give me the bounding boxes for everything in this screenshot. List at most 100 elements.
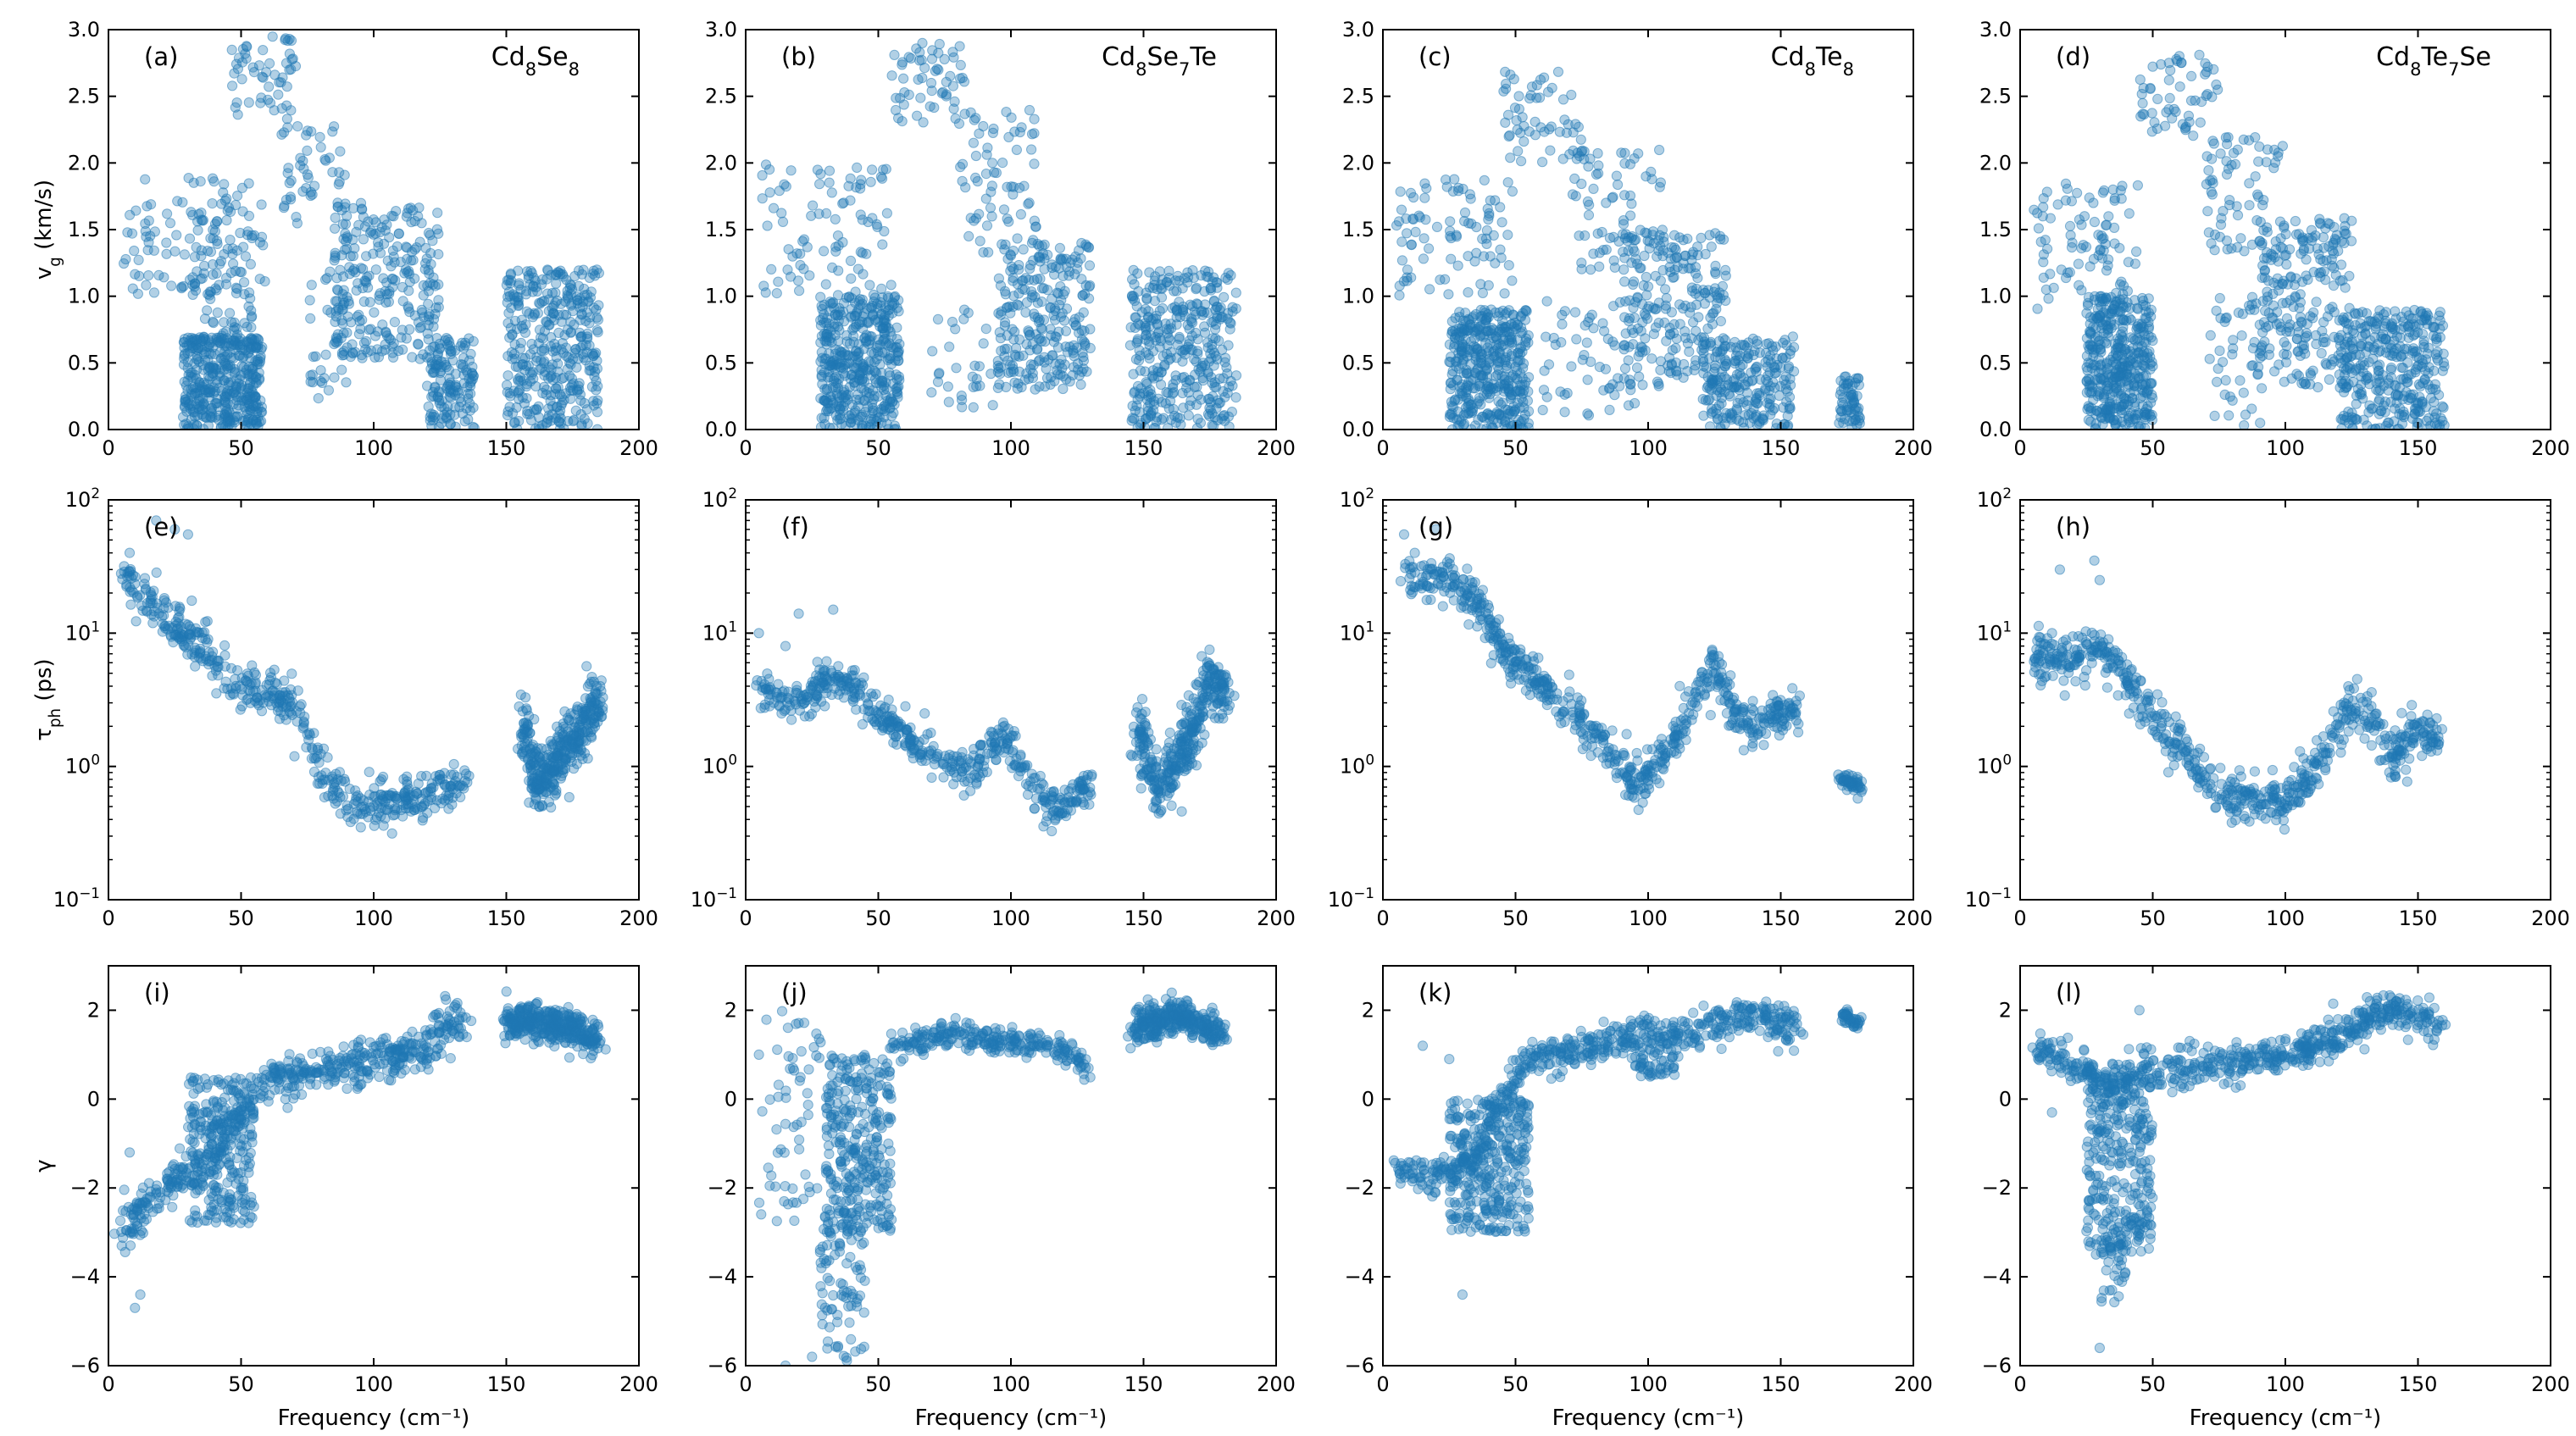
data-point: [887, 378, 899, 389]
data-point: [819, 395, 830, 406]
data-point: [273, 89, 284, 100]
data-point: [1224, 381, 1235, 392]
data-point: [891, 342, 902, 353]
data-point: [1161, 277, 1172, 288]
data-point: [1559, 389, 1570, 400]
data-point: [874, 359, 886, 370]
data-point: [2102, 260, 2113, 271]
data-point: [1583, 161, 1594, 172]
data-point: [1710, 267, 1721, 278]
data-point: [211, 268, 222, 279]
data-point: [181, 406, 192, 417]
data-point: [2146, 126, 2157, 137]
data-point: [2117, 180, 2128, 191]
data-point: [1653, 297, 1664, 308]
data-point: [2250, 132, 2261, 143]
data-point: [1447, 186, 1459, 197]
data-point: [221, 273, 232, 284]
data-point: [1018, 244, 1029, 255]
data-point: [974, 236, 985, 247]
data-point: [1031, 344, 1043, 355]
data-point: [1126, 291, 1138, 302]
data-point: [1054, 242, 1066, 253]
data-point: [122, 227, 133, 238]
data-point: [1601, 197, 1612, 208]
data-point: [158, 272, 169, 283]
data-point: [1483, 325, 1494, 336]
data-point: [1840, 371, 1852, 382]
data-point: [985, 369, 997, 380]
data-point: [2105, 399, 2116, 410]
data-point: [1660, 284, 1671, 295]
data-point: [1024, 104, 1035, 116]
data-point: [2137, 97, 2148, 109]
data-point: [425, 230, 436, 241]
data-point: [932, 376, 944, 387]
data-point: [1598, 245, 1609, 256]
data-point: [2209, 410, 2220, 421]
data-point: [884, 367, 895, 378]
data-point: [1163, 354, 1174, 365]
data-point: [1710, 228, 1721, 239]
data-point: [227, 243, 238, 254]
data-point: [994, 379, 1005, 390]
data-point: [356, 350, 367, 361]
data-point: [571, 362, 582, 373]
data-point: [857, 247, 868, 258]
data-point: [1205, 348, 1216, 359]
data-point: [830, 213, 841, 225]
data-point: [916, 54, 927, 65]
data-point: [247, 62, 258, 73]
data-point: [1752, 397, 1763, 408]
data-point: [1846, 407, 1857, 418]
data-point: [843, 180, 854, 191]
data-point: [212, 238, 223, 249]
x-tick-label: 100: [991, 436, 1030, 460]
data-point: [142, 201, 153, 212]
data-point: [1127, 401, 1138, 412]
data-point: [204, 286, 215, 297]
data-point: [1763, 354, 1774, 365]
data-point: [1191, 423, 1202, 430]
data-point: [2244, 200, 2255, 211]
data-point: [208, 176, 219, 187]
data-point: [824, 165, 836, 176]
y-tick-label: 2.0: [68, 151, 100, 175]
data-point: [551, 278, 562, 289]
data-point: [231, 395, 242, 406]
data-point: [2038, 202, 2049, 213]
data-point: [1716, 366, 1728, 377]
data-point: [1016, 381, 1027, 393]
data-point: [389, 317, 400, 328]
data-point: [432, 208, 443, 219]
data-point: [130, 269, 141, 280]
data-point: [1550, 339, 1561, 350]
y-tick-label: 1.5: [68, 218, 100, 241]
y-tick-label: 1.5: [1342, 218, 1374, 241]
data-point: [255, 351, 266, 362]
data-point: [532, 286, 543, 297]
data-point: [771, 288, 782, 299]
data-point: [347, 339, 358, 350]
data-point: [514, 416, 525, 427]
data-point: [1016, 122, 1027, 133]
data-point: [465, 377, 476, 389]
data-point: [1473, 414, 1484, 425]
x-tick-label: 0: [1376, 436, 1389, 460]
x-tick-label: 200: [1894, 436, 1933, 460]
data-point: [284, 177, 295, 189]
data-point: [198, 399, 209, 410]
data-point: [231, 381, 242, 392]
data-point: [251, 398, 262, 409]
data-point: [346, 317, 357, 328]
data-point: [143, 215, 154, 226]
data-point: [1495, 202, 1506, 213]
data-point: [2211, 305, 2222, 316]
data-point: [247, 230, 258, 241]
data-point: [305, 370, 316, 381]
data-point: [998, 204, 1010, 215]
data-point: [1402, 275, 1413, 286]
data-point: [852, 263, 864, 274]
data-point: [129, 245, 140, 257]
data-point: [423, 334, 434, 345]
